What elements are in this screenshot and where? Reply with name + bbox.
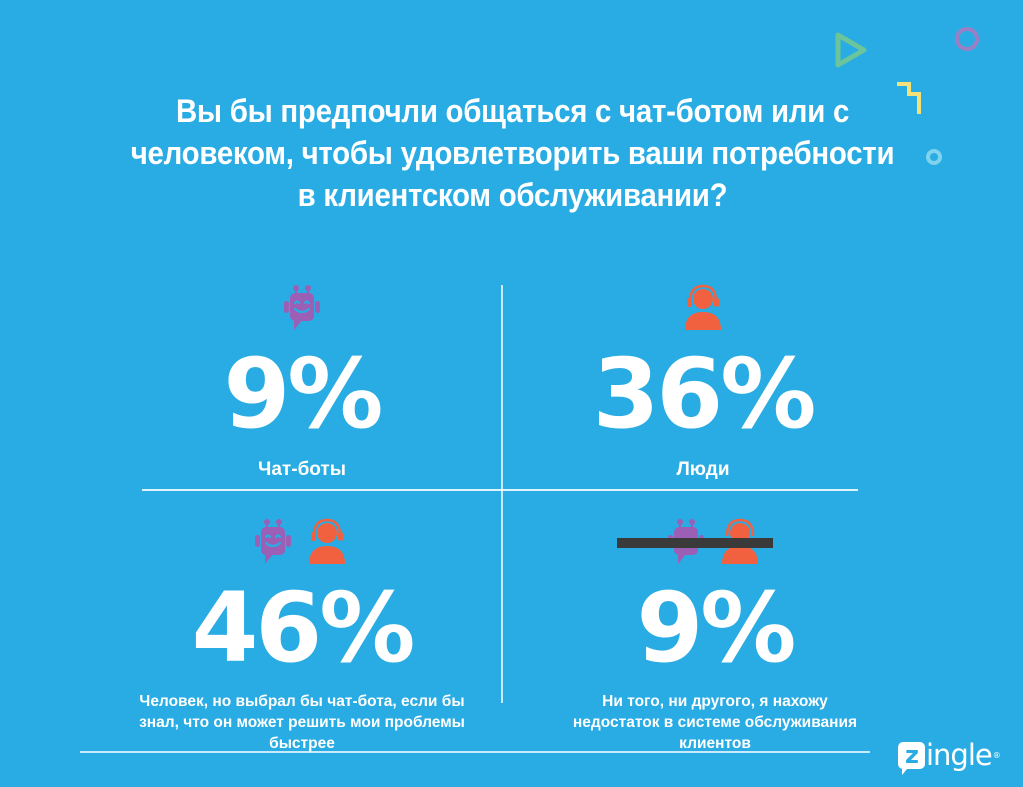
zigzag-decoration-icon (897, 82, 921, 114)
quadrant-chatbots: 9% Чат-боты (152, 280, 452, 482)
triangle-decoration-icon (835, 32, 867, 68)
stat-label: Ни того, ни другого, я нахожу недостаток… (572, 693, 858, 752)
stat-label: Люди (676, 459, 730, 480)
quadrant-neither: 9% Ни того, ни другого, я нахожу недоста… (545, 514, 885, 754)
agent-icon (685, 284, 721, 330)
footer-divider (80, 751, 870, 753)
robot-icon (255, 519, 291, 564)
zingle-logo: z ingle ® (898, 738, 1001, 775)
stat-value: 9% (636, 572, 797, 684)
strikethrough-bar (617, 538, 773, 548)
logo-text: ingle (926, 738, 993, 772)
vertical-divider (501, 285, 503, 703)
page-title: Вы бы предпочли общаться с чат-ботом или… (130, 93, 895, 213)
ring-decoration-icon (926, 149, 942, 165)
circle-decoration-icon (955, 27, 979, 51)
agent-icon (309, 518, 345, 564)
horizontal-divider (142, 489, 858, 491)
stat-value: 36% (592, 338, 817, 450)
registered-mark: ® (992, 750, 1001, 760)
stat-value: 9% (223, 338, 384, 450)
quadrant-humans: 36% Люди (553, 280, 853, 482)
robot-icon (284, 285, 320, 330)
quadrant-human-but-bot: 46% Человек, но выбрал бы чат-бота, если… (132, 514, 472, 754)
stat-label: Чат-боты (258, 459, 346, 480)
stat-value: 46% (191, 572, 416, 684)
logo-mark-icon: z (898, 741, 925, 775)
stat-label: Человек, но выбрал бы чат-бота, если бы … (139, 693, 465, 752)
